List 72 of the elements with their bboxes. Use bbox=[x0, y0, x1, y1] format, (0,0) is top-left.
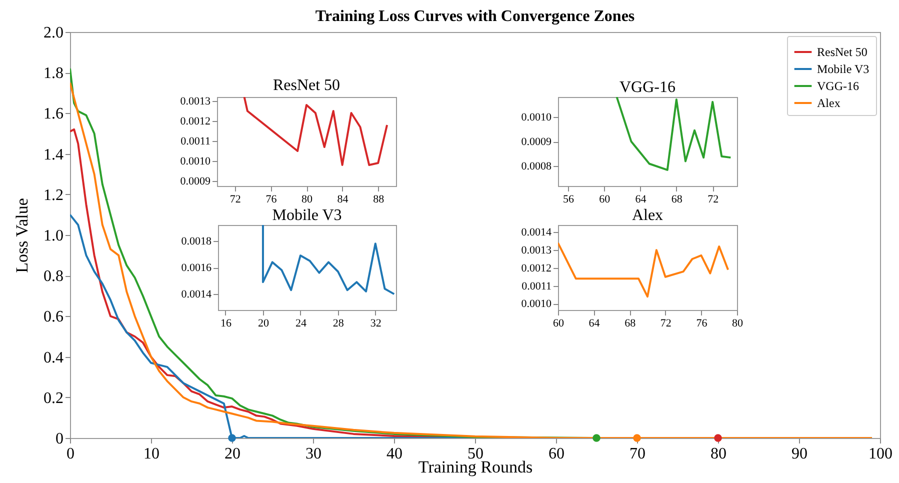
y-tick-label: 0.0011 bbox=[180, 136, 210, 148]
y-tick-label: 1.8 bbox=[44, 65, 64, 82]
line-series bbox=[243, 97, 388, 166]
y-tick-label: 0.0009 bbox=[521, 136, 552, 148]
chart-title: VGG-16 bbox=[620, 79, 676, 96]
x-tick-label: 40 bbox=[386, 446, 402, 462]
chart-title: Mobile V3 bbox=[272, 207, 342, 224]
y-tick-label: 0.0016 bbox=[181, 262, 212, 274]
x-tick-label: 64 bbox=[635, 194, 647, 206]
y-tick-label: 0.0010 bbox=[180, 156, 211, 168]
y-tick-label: 0.0013 bbox=[521, 244, 552, 257]
y-tick-label: 0.6 bbox=[44, 308, 64, 326]
legend-label: Alex bbox=[817, 96, 840, 110]
x-tick-label: 80 bbox=[710, 446, 726, 462]
x-tick-label: 72 bbox=[708, 194, 719, 206]
y-tick-label: 0.8 bbox=[44, 268, 64, 286]
x-tick-label: 76 bbox=[696, 318, 708, 330]
x-tick-label: 80 bbox=[302, 194, 313, 206]
y-tick-label: 0.0008 bbox=[521, 160, 552, 173]
x-tick-label: 60 bbox=[548, 446, 564, 462]
y-tick-label: 0.0010 bbox=[521, 111, 552, 124]
x-tick-label: 64 bbox=[588, 318, 600, 330]
x-tick-label: 24 bbox=[295, 318, 307, 330]
x-tick-label: 56 bbox=[562, 194, 574, 206]
x-tick-label: 28 bbox=[332, 318, 344, 330]
x-tick-label: 76 bbox=[266, 194, 278, 206]
x-tick-label: 10 bbox=[144, 446, 160, 462]
x-tick-label: 84 bbox=[337, 194, 349, 206]
x-tick-label: 70 bbox=[630, 446, 646, 462]
x-tick-label: 72 bbox=[230, 194, 241, 206]
y-tick-label: 0.0011 bbox=[522, 280, 552, 292]
legend-label: ResNet 50 bbox=[817, 45, 868, 59]
x-tick-label: 68 bbox=[624, 318, 636, 330]
x-tick-label: 0 bbox=[66, 446, 74, 462]
y-tick-label: 1.2 bbox=[44, 186, 64, 204]
y-tick-label: 2.0 bbox=[44, 24, 64, 42]
y-tick-label: 0.0009 bbox=[180, 176, 211, 188]
y-tick-label: 1.4 bbox=[44, 146, 64, 164]
x-tick-label: 90 bbox=[792, 446, 808, 462]
x-tick-label: 32 bbox=[370, 318, 382, 330]
x-tick-label: 30 bbox=[306, 446, 322, 462]
y-tick-label: 1.6 bbox=[44, 106, 64, 123]
y-tick-label: 0.0013 bbox=[180, 96, 211, 108]
legend-label: Mobile V3 bbox=[817, 62, 870, 76]
y-tick-label: 0.0012 bbox=[180, 116, 210, 128]
y-tick-label: 1.0 bbox=[44, 228, 64, 244]
x-tick-label: 60 bbox=[599, 194, 611, 206]
chart-title: Training Loss Curves with Convergence Zones bbox=[315, 8, 635, 25]
y-tick-label: 0.0014 bbox=[181, 288, 212, 301]
x-tick-label: 88 bbox=[373, 194, 385, 206]
y-tick-label: 0.2 bbox=[44, 390, 64, 407]
chart-title: ResNet 50 bbox=[272, 77, 340, 94]
y-tick-label: 0.0012 bbox=[521, 262, 552, 274]
y-tick-label: 0.4 bbox=[44, 349, 64, 366]
y-tick-label: 0.0018 bbox=[181, 235, 212, 248]
x-tick-label: 68 bbox=[671, 194, 683, 206]
y-tick-label: 0.0014 bbox=[521, 226, 552, 239]
chart-title: Alex bbox=[632, 207, 664, 224]
x-tick-label: 20 bbox=[258, 318, 270, 330]
x-tick-label: 100 bbox=[868, 446, 892, 462]
line-series bbox=[558, 242, 730, 298]
x-tick-label: 60 bbox=[553, 318, 564, 330]
y-axis-title: Loss Value bbox=[12, 198, 32, 273]
x-tick-label: 72 bbox=[660, 318, 672, 330]
x-tick-label: 20 bbox=[224, 446, 240, 462]
y-tick-label: 0 bbox=[56, 430, 64, 448]
line-series bbox=[616, 97, 732, 171]
line-series bbox=[262, 225, 396, 296]
x-tick-label: 80 bbox=[732, 318, 744, 330]
x-tick-label: 16 bbox=[220, 318, 232, 330]
legend-label: VGG-16 bbox=[817, 79, 859, 93]
y-tick-label: 0.0010 bbox=[521, 298, 552, 310]
